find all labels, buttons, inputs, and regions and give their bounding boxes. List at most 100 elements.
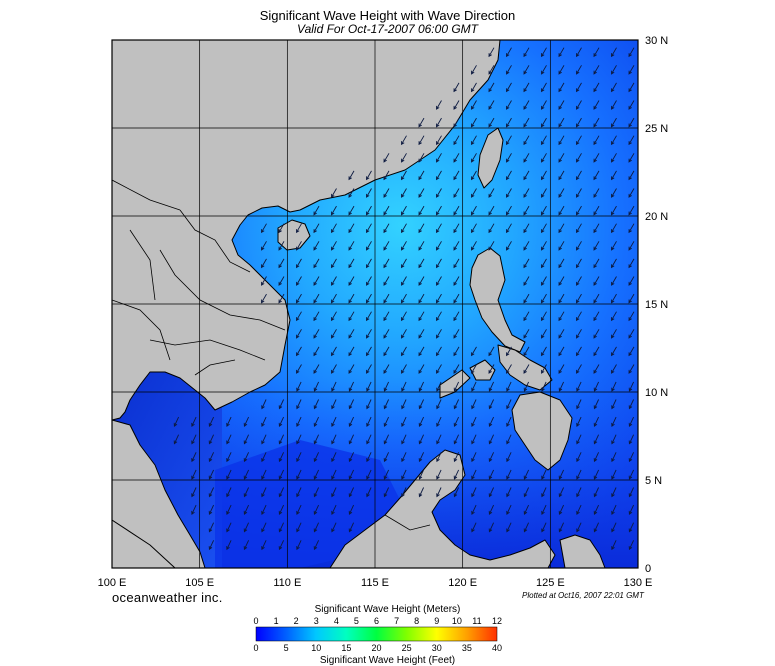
wave-direction-arrow [593, 434, 600, 445]
wave-direction-arrow [401, 170, 407, 181]
wave-direction-arrow [418, 469, 425, 480]
wave-direction-arrow [453, 205, 460, 216]
wave-direction-arrow [278, 504, 285, 515]
wave-direction-arrow [401, 487, 407, 498]
wave-direction-arrow [523, 100, 530, 110]
wave-direction-arrow [453, 117, 460, 128]
wave-direction-arrow [611, 47, 617, 58]
wave-direction-arrow [366, 205, 372, 216]
wave-direction-arrow [453, 170, 460, 181]
wave-direction-arrow [261, 540, 267, 551]
wave-direction-arrow [418, 205, 425, 216]
wave-direction-arrow [488, 434, 495, 445]
wave-direction-arrow [331, 452, 337, 463]
wave-direction-arrow [436, 416, 442, 427]
wave-direction-arrow [611, 329, 617, 339]
wave-direction-arrow [366, 381, 372, 392]
wave-direction-arrow [436, 117, 442, 128]
wave-direction-arrow [383, 364, 390, 374]
wave-direction-arrow [313, 469, 320, 480]
wave-direction-arrow [488, 100, 495, 110]
wave-direction-arrow [278, 223, 285, 234]
wave-direction-arrow [593, 223, 600, 234]
wave-direction-arrow [593, 100, 600, 110]
wave-direction-arrow [541, 346, 547, 357]
wave-direction-arrow [313, 487, 320, 498]
wave-direction-arrow [436, 452, 442, 463]
wave-direction-arrow [628, 117, 635, 128]
wave-direction-arrow [611, 540, 617, 551]
wave-direction-arrow [611, 434, 617, 445]
wave-direction-arrow [348, 223, 355, 234]
wave-direction-arrow [488, 522, 495, 533]
wave-direction-arrow [628, 100, 635, 110]
wave-direction-arrow [541, 329, 547, 339]
wave-direction-arrow [278, 241, 285, 251]
wave-direction-arrow [628, 540, 635, 551]
wave-direction-arrow [558, 241, 565, 251]
wave-direction-arrow [541, 135, 547, 146]
wave-direction-arrow [541, 504, 547, 515]
wave-direction-arrow [453, 241, 460, 251]
wave-direction-arrow [471, 188, 477, 198]
wave-direction-arrow [436, 135, 442, 146]
wave-direction-arrow [558, 258, 565, 269]
wave-direction-arrow [418, 381, 425, 392]
wave-direction-arrow [208, 469, 215, 480]
wave-direction-arrow [401, 434, 407, 445]
wave-direction-arrow [331, 487, 337, 498]
wave-direction-arrow [243, 469, 250, 480]
wave-direction-arrow [331, 258, 337, 269]
wave-direction-arrow [383, 469, 390, 480]
wave-direction-arrow [191, 504, 197, 515]
wave-direction-arrow [453, 258, 460, 269]
wave-direction-arrow [576, 65, 582, 75]
wave-direction-arrow [558, 469, 565, 480]
wave-direction-arrow [296, 469, 302, 480]
wave-direction-arrow [488, 47, 495, 58]
wave-direction-arrow [628, 205, 635, 216]
hainan-island [277, 219, 311, 251]
wave-direction-arrow [558, 487, 565, 498]
wave-direction-arrow [558, 364, 565, 374]
lat-tick-label: 5 N [645, 475, 662, 487]
wave-direction-arrow [418, 416, 425, 427]
wave-direction-arrow [383, 381, 390, 392]
wave-direction-arrow [366, 487, 372, 498]
colorbar-meters-title: Significant Wave Height (Meters) [314, 604, 461, 615]
lat-tick-label: 15 N [645, 299, 668, 311]
wave-direction-arrow [523, 504, 530, 515]
wave-direction-arrow [366, 434, 372, 445]
wave-direction-arrow [558, 329, 565, 339]
wave-direction-arrow [278, 399, 285, 410]
wave-direction-arrow [296, 276, 302, 286]
wave-direction-arrow [611, 311, 617, 322]
wave-direction-arrow [348, 381, 355, 392]
wave-direction-arrow [383, 223, 390, 234]
lon-tick-label: 110 E [273, 577, 301, 589]
wave-direction-arrow [593, 258, 600, 269]
wave-direction-arrow [628, 434, 635, 445]
wave-direction-arrow [611, 452, 617, 463]
wave-direction-arrow [541, 487, 547, 498]
wave-direction-arrow [348, 434, 355, 445]
wave-direction-arrow [488, 117, 495, 128]
wave-direction-arrow [611, 65, 617, 75]
wave-direction-arrow [628, 258, 635, 269]
wave-direction-arrow [401, 258, 407, 269]
wave-direction-arrow [488, 205, 495, 216]
wave-direction-arrow [418, 311, 425, 322]
wave-direction-arrow [628, 311, 635, 322]
wave-direction-arrow [541, 65, 547, 75]
wave-direction-arrow [436, 469, 442, 480]
wave-direction-arrow [261, 293, 267, 304]
wave-direction-arrow [471, 364, 477, 374]
wave-direction-arrow [506, 117, 512, 128]
wave-direction-arrow [593, 188, 600, 198]
wave-direction-arrow [296, 522, 302, 533]
wave-direction-arrow [541, 364, 547, 374]
wave-direction-arrow [261, 223, 267, 234]
wave-direction-arrow [436, 205, 442, 216]
wave-direction-arrow [576, 364, 582, 374]
